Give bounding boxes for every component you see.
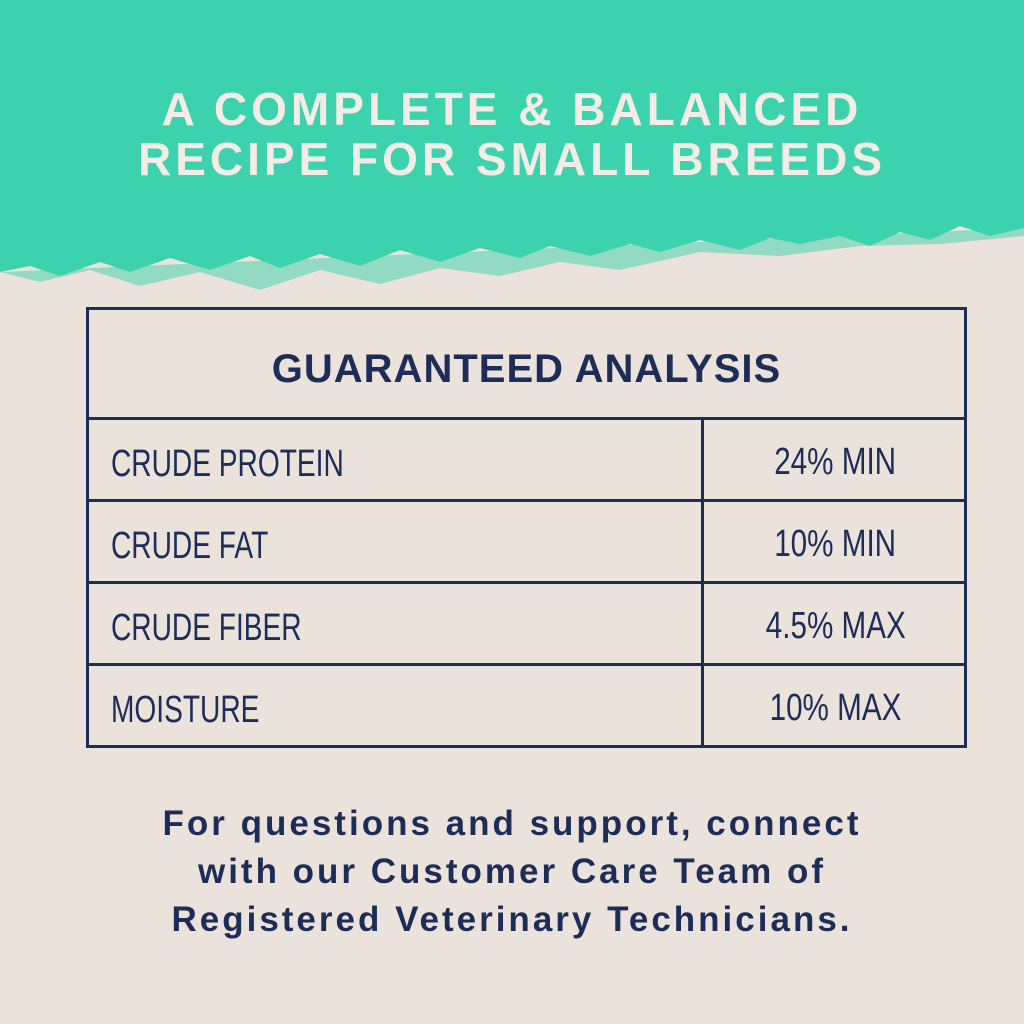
table-row: CRUDE PROTEIN 24% MIN	[89, 420, 964, 502]
title-line: A COMPLETE & BALANCED	[161, 83, 863, 135]
row-value: 24% MIN	[774, 441, 897, 483]
row-value-cell: 24% MIN	[701, 420, 967, 502]
row-label: CRUDE PROTEIN	[111, 443, 344, 485]
row-value-cell: 10% MIN	[701, 502, 967, 584]
footer-line: with our Customer Care Team of	[197, 852, 827, 891]
footer-line: Registered Veterinary Technicians.	[171, 900, 853, 939]
teal-band	[0, 0, 1024, 276]
teal-fringe	[0, 228, 1024, 290]
footer-line: For questions and support, connect	[162, 804, 862, 843]
row-value-cell: 4.5% MAX	[701, 584, 967, 666]
table-row: MOISTURE 10% MAX	[89, 666, 964, 748]
table-row: CRUDE FAT 10% MIN	[89, 502, 964, 584]
row-value: 10% MAX	[769, 687, 902, 729]
row-label: CRUDE FIBER	[111, 607, 302, 649]
title-line: RECIPE FOR SMALL BREEDS	[138, 133, 886, 185]
row-label: MOISTURE	[111, 689, 260, 731]
row-value: 10% MIN	[774, 523, 897, 565]
row-label: CRUDE FAT	[111, 525, 269, 567]
row-value-cell: 10% MAX	[701, 666, 967, 748]
analysis-table: GUARANTEED ANALYSIS CRUDE PROTEIN 24% MIN…	[86, 307, 967, 748]
table-title: GUARANTEED ANALYSIS	[89, 310, 964, 420]
table-row: CRUDE FIBER 4.5% MAX	[89, 584, 964, 666]
table-body: CRUDE PROTEIN 24% MIN CRUDE FAT 10% MIN CRUD…	[89, 420, 964, 748]
row-value: 4.5% MAX	[765, 605, 906, 647]
